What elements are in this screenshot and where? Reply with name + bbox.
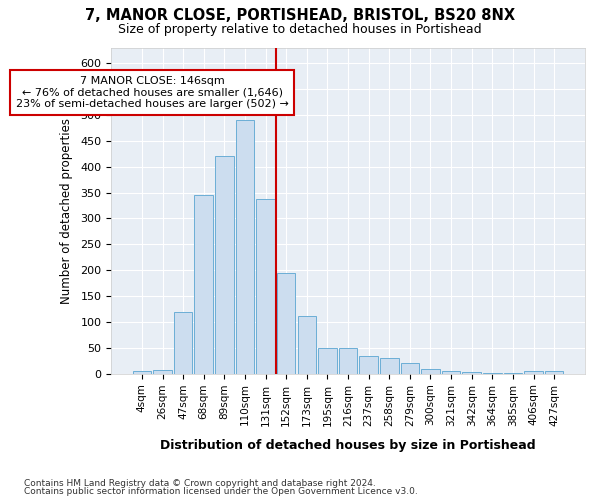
Bar <box>421 368 440 374</box>
Bar <box>236 120 254 374</box>
Bar <box>359 356 378 374</box>
Bar <box>401 364 419 374</box>
Bar <box>215 156 233 374</box>
Bar <box>463 372 481 374</box>
Text: 7 MANOR CLOSE: 146sqm
← 76% of detached houses are smaller (1,646)
23% of semi-d: 7 MANOR CLOSE: 146sqm ← 76% of detached … <box>16 76 289 109</box>
Bar <box>277 273 295 374</box>
Bar <box>153 370 172 374</box>
Text: Contains HM Land Registry data © Crown copyright and database right 2024.: Contains HM Land Registry data © Crown c… <box>24 478 376 488</box>
Bar <box>133 371 151 374</box>
Bar <box>174 312 193 374</box>
Bar <box>380 358 398 374</box>
Bar <box>483 372 502 374</box>
X-axis label: Distribution of detached houses by size in Portishead: Distribution of detached houses by size … <box>160 440 536 452</box>
Y-axis label: Number of detached properties: Number of detached properties <box>60 118 73 304</box>
Text: Size of property relative to detached houses in Portishead: Size of property relative to detached ho… <box>118 22 482 36</box>
Bar <box>442 371 460 374</box>
Text: Contains public sector information licensed under the Open Government Licence v3: Contains public sector information licen… <box>24 487 418 496</box>
Bar <box>298 316 316 374</box>
Bar <box>545 370 563 374</box>
Bar <box>524 371 543 374</box>
Bar <box>256 198 275 374</box>
Bar <box>339 348 358 374</box>
Bar <box>503 372 522 374</box>
Bar <box>318 348 337 374</box>
Bar <box>194 195 213 374</box>
Text: 7, MANOR CLOSE, PORTISHEAD, BRISTOL, BS20 8NX: 7, MANOR CLOSE, PORTISHEAD, BRISTOL, BS2… <box>85 8 515 22</box>
